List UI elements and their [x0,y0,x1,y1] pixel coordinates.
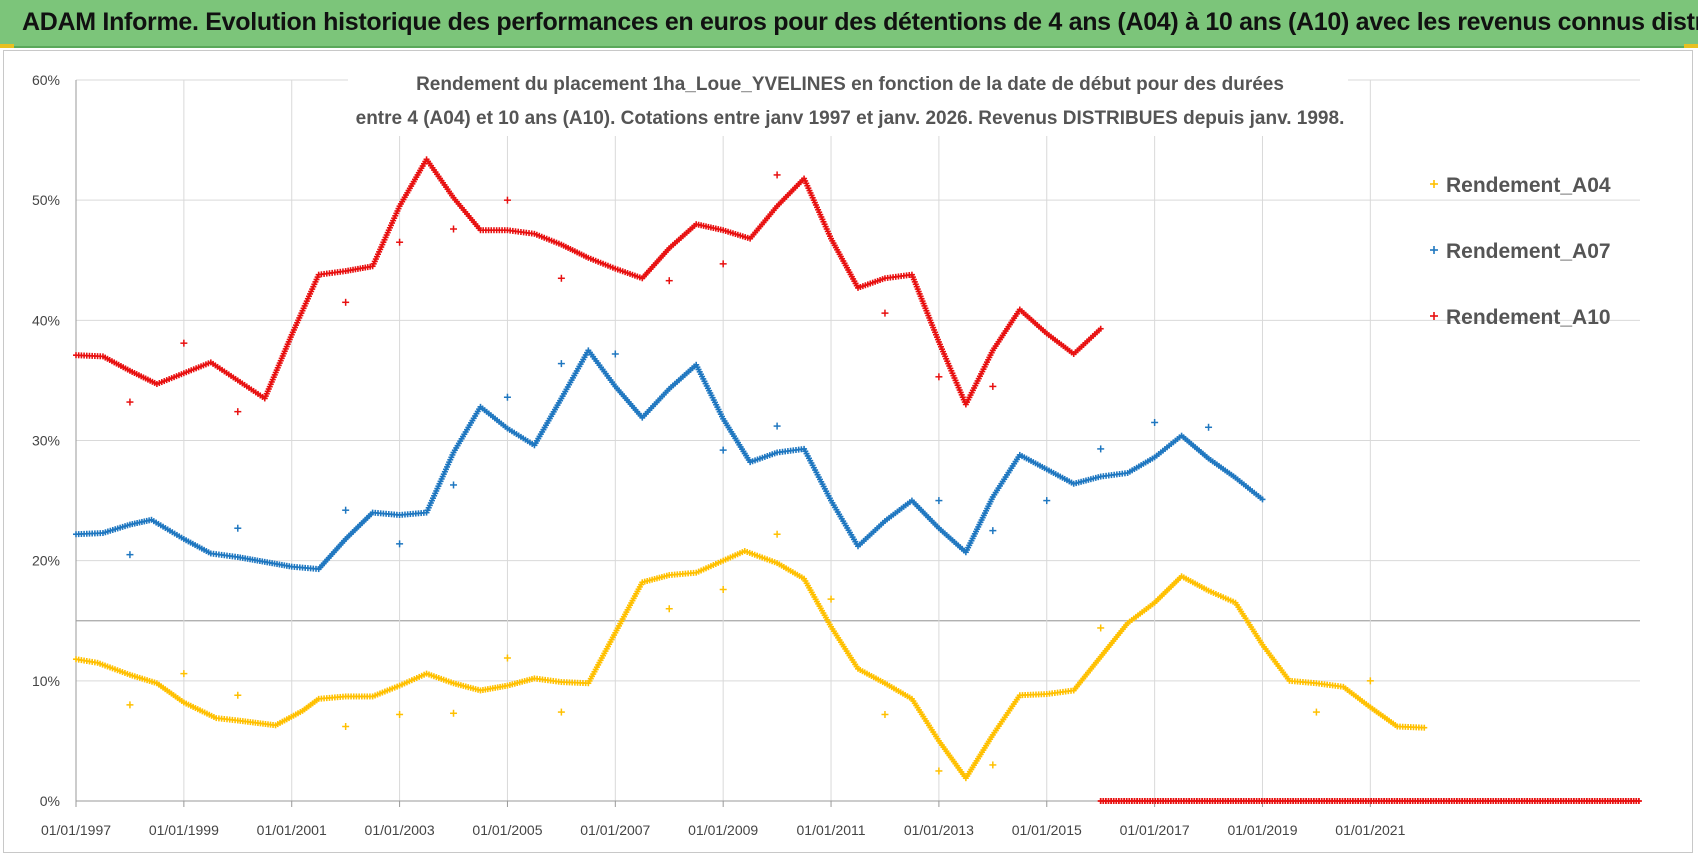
x-tick-label: 01/01/2009 [688,822,758,838]
x-tick-label: 01/01/2007 [580,822,650,838]
series-Rendement_A07-outlier [1151,418,1159,426]
series-Rendement_A04-outlier [557,708,565,716]
series-Rendement_A07-outlier [234,524,242,532]
series-Rendement_A04-outlier [1312,708,1320,716]
series-Rendement_A04-outlier [450,709,458,717]
series-Rendement_A04-outlier [827,595,835,603]
series-Rendement_A07-outlier [396,540,404,548]
series-Rendement_A07-outlier [126,551,134,559]
y-tick-label: 20% [32,553,60,569]
series-Rendement_A04-outlier [503,654,511,662]
series-Rendement_A07-outlier [611,350,619,358]
corner-accent-left [0,44,14,48]
x-tick-label: 01/01/2011 [797,822,866,838]
chart-frame [3,50,1693,853]
series-Rendement_A07-outlier [557,360,565,368]
series-Rendement_A04-outlier [342,722,350,730]
series-Rendement_A07-outlier [450,481,458,489]
series-Rendement_A04-outlier [719,586,727,594]
y-tick-label: 30% [32,433,60,449]
series-Rendement_A07-outlier [773,422,781,430]
series-Rendement_A04-outlier [1366,677,1374,685]
x-tick-label: 01/01/1997 [41,822,111,838]
series-Rendement_A07-outlier [1097,445,1105,453]
title-banner: ADAM Informe. Evolution historique des p… [0,0,1698,48]
grid-layer [75,79,1640,802]
series-Rendement_A04-outlier [396,710,404,718]
series-Rendement_A04-outlier [881,710,889,718]
x-tick-label: 01/01/2017 [1120,822,1190,838]
corner-accent-right [1684,44,1698,48]
x-tick-label: 01/01/2021 [1335,822,1405,838]
y-tick-label: 40% [32,312,60,328]
series-Rendement_A04-outlier [234,691,242,699]
y-tick-label: 10% [32,673,60,689]
series-Rendement_A04-outlier [665,605,673,613]
series-Rendement_A07-outlier [719,446,727,454]
banner-title: ADAM Informe. Evolution historique des p… [22,8,1698,36]
series-Rendement_A07-outlier [1205,423,1213,431]
x-tick-label: 01/01/2015 [1012,822,1082,838]
series-Rendement_A04-outlier [126,701,134,709]
series-Rendement_A04-outlier [935,767,943,775]
x-tick-label: 01/01/2013 [904,822,974,838]
series-Rendement_A07-outlier [503,393,511,401]
series-Rendement_A07-outlier [1043,497,1051,505]
y-tick-label: 0% [40,793,60,809]
series-layer [73,156,1642,804]
x-tick-label: 01/01/2005 [472,822,542,838]
series-Rendement_A04-outlier [989,761,997,769]
legend-marker-Rendement_A04 [1430,180,1438,188]
x-tick-label: 01/01/2001 [257,822,327,838]
x-tick-label: 01/01/2019 [1227,822,1297,838]
legend-marker-Rendement_A07 [1430,246,1438,254]
series-Rendement_A04-outlier [773,530,781,538]
x-tick-label: 01/01/1999 [149,822,219,838]
series-Rendement_A07-outlier [935,497,943,505]
series-Rendement_A04-outlier [1097,624,1105,632]
series-Rendement_A04-outlier [180,670,188,678]
y-tick-label: 50% [32,192,60,208]
axis-layer: 0% 10% 20% 30% 40% 50% 60% 01/01/1997 01/01/1999… [32,72,1640,838]
x-tick-label: 01/01/2003 [365,822,435,838]
series-Rendement_A04-point [1421,724,1428,731]
series-Rendement_A07-outlier [989,527,997,535]
y-tick-label: 60% [32,72,60,88]
series-Rendement_A07-outlier [342,506,350,514]
